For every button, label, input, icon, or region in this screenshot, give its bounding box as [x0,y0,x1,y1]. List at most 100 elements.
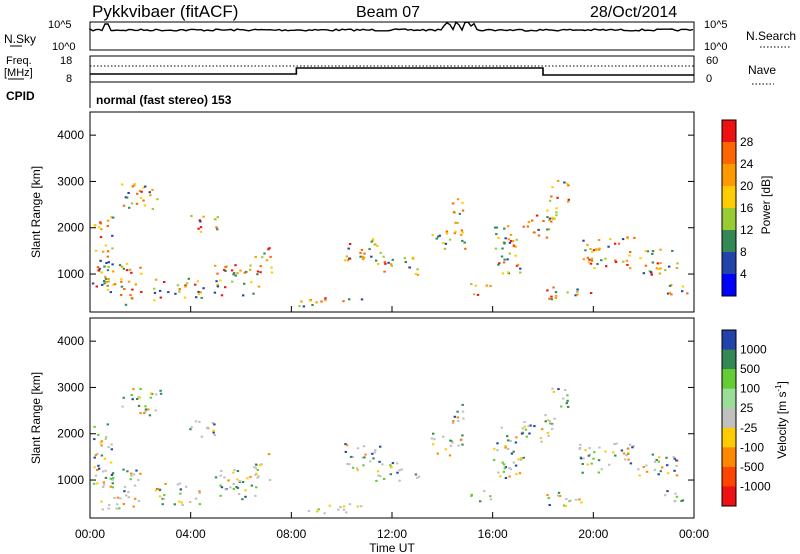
heatmap-cell [590,462,593,465]
heatmap-cell [111,477,115,479]
heatmap-cell [111,234,114,237]
colorbar-tick-label: 28 [740,135,754,149]
heatmap-cell [234,274,237,277]
heatmap-cell [198,420,201,423]
heatmap-cell [159,392,163,395]
heatmap-cell [658,272,662,275]
heatmap-cell [198,219,201,222]
heatmap-cell [502,463,506,466]
heatmap-cell [383,270,386,273]
heatmap-cell [639,257,642,260]
heatmap-cell [592,249,596,252]
heatmap-cell [256,476,259,479]
heatmap-cell [214,476,218,479]
heatmap-cell [130,472,133,475]
heatmap-cell [519,271,522,274]
heatmap-cell [230,269,234,272]
heatmap-cell [396,471,399,474]
heatmap-cell [551,186,554,189]
heatmap-cell [608,463,611,466]
colorbar-tick-label: 20 [740,179,754,193]
heatmap-cell [100,444,103,447]
heatmap-cell [106,225,109,227]
heatmap-cell [202,287,205,290]
heatmap-cell [614,454,617,457]
heatmap-cell [343,259,347,262]
heatmap-cell [507,439,510,442]
heatmap-cell [110,473,114,476]
heatmap-cell [549,422,552,425]
heatmap-cell [356,447,360,450]
heatmap-cell [430,437,434,440]
heatmap-cell [508,467,511,469]
heatmap-cell [581,471,584,474]
heatmap-cell [120,278,123,281]
heatmap-cell [206,426,209,429]
freq-panel [89,55,695,83]
date-title: 28/Oct/2014 [590,4,677,21]
heatmap-cell [646,250,650,253]
heatmap-cell [107,446,110,449]
heatmap-cell [355,467,359,470]
heatmap-cell [537,228,540,231]
heatmap-cell [234,264,237,267]
heatmap-cell [456,416,459,419]
heatmap-cell [373,243,376,246]
heatmap-cell [148,414,152,417]
heatmap-cell [197,293,201,296]
heatmap-cell [515,238,518,241]
heatmap-cell [216,216,219,219]
heatmap-cell [224,488,227,491]
nave-label: Nave [748,63,776,77]
heatmap-cell [551,423,554,426]
heatmap-cell [96,452,99,455]
heatmap-cell [138,190,142,192]
heatmap-cell [512,461,516,464]
heatmap-cell [122,503,125,505]
heatmap-cell [142,199,145,202]
heatmap-cell [359,255,362,258]
heatmap-cell [557,491,561,494]
heatmap-cell [567,198,570,201]
heatmap-cell [127,192,130,194]
heatmap-cell [584,449,587,452]
heatmap-cell [219,494,222,497]
heatmap-cell [244,489,247,492]
heatmap-cell [454,221,457,224]
beam-title: Beam 07 [356,4,420,21]
heatmap-cell [445,230,449,233]
heatmap-cell [653,461,657,463]
heatmap-cell [470,494,473,497]
heatmap-cell [223,476,226,479]
heatmap-cell [161,503,164,506]
heatmap-cell [250,484,253,487]
heatmap-cell [444,242,448,245]
heatmap-cell [681,285,685,288]
heatmap-cell [597,459,601,462]
station-title: Pykkvibaer (fitACF) [92,2,238,21]
heatmap-cell [102,481,105,484]
freq-label-line2: [MHz] [4,67,33,79]
heatmap-cell [200,296,203,299]
heatmap-cell [97,464,100,467]
heatmap-cell [675,267,679,269]
heatmap-cell [131,297,134,300]
heatmap-cell [111,482,114,485]
heatmap-cell [673,469,676,472]
heatmap-cell [381,463,384,466]
heatmap-cell [458,212,462,215]
heatmap-cell [235,486,238,488]
heatmap-cell [523,425,526,428]
heatmap-cell [460,229,464,232]
heatmap-cell [651,252,654,255]
heatmap-cell [605,265,608,268]
heatmap-cell [504,477,508,479]
heatmap-cell [151,188,154,191]
heatmap-cell [243,282,246,285]
heatmap-cell [551,216,554,219]
heatmap-cell [509,240,513,242]
heatmap-cell [645,470,649,473]
heatmap-cell [111,472,115,475]
nsearch-label: N.Search [746,29,796,43]
heatmap-cell [100,454,104,457]
